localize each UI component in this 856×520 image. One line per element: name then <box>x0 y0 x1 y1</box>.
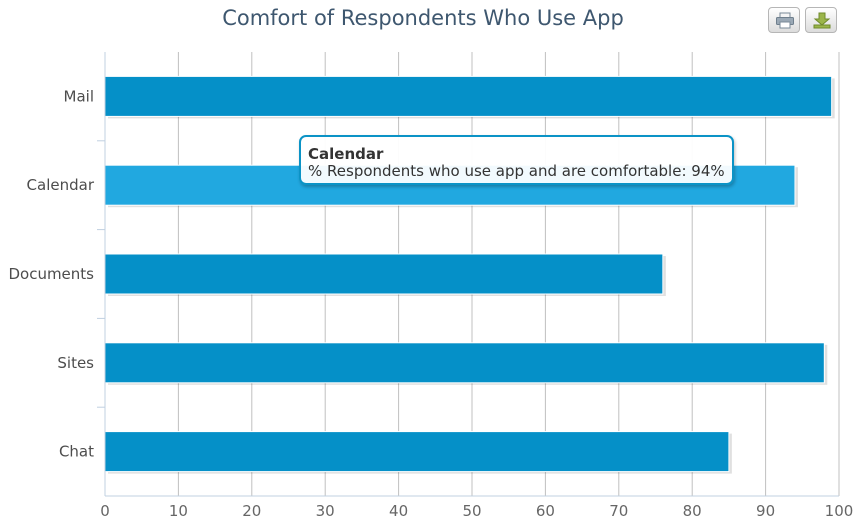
x-tick-label: 50 <box>462 502 481 520</box>
download-icon <box>813 12 831 29</box>
x-tick-label: 90 <box>756 502 775 520</box>
print-icon <box>776 12 794 29</box>
x-tick-label: 70 <box>609 502 628 520</box>
axes <box>97 52 839 497</box>
export-button[interactable] <box>805 7 837 33</box>
axis-labels: 0 10 20 30 40 50 60 70 80 90 100 Mail Calendar Docume… <box>8 87 853 520</box>
bar-chat[interactable] <box>104 431 730 473</box>
x-tick-label: 80 <box>683 502 702 520</box>
tooltip: Calendar % Respondents who use app and a… <box>299 135 734 185</box>
x-tick-label: 10 <box>169 502 188 520</box>
category-label: Chat <box>59 443 94 461</box>
tooltip-value: % Respondents who use app and are comfor… <box>308 162 725 180</box>
x-tick-label: 0 <box>100 502 110 520</box>
category-label: Mail <box>64 87 94 105</box>
category-label: Sites <box>57 354 94 372</box>
x-tick-label: 30 <box>316 502 335 520</box>
bar-documents[interactable] <box>104 253 664 295</box>
chart-title: Comfort of Respondents Who Use App <box>222 6 624 30</box>
bar-sites[interactable] <box>104 342 825 384</box>
x-tick-label: 100 <box>825 502 854 520</box>
category-label: Documents <box>8 265 94 283</box>
tooltip-title: Calendar <box>308 145 384 163</box>
x-tick-label: 60 <box>536 502 555 520</box>
x-tick-label: 40 <box>389 502 408 520</box>
bar-mail[interactable] <box>104 75 833 117</box>
category-label: Calendar <box>27 176 95 194</box>
print-button[interactable] <box>768 7 800 33</box>
x-tick-label: 20 <box>242 502 261 520</box>
